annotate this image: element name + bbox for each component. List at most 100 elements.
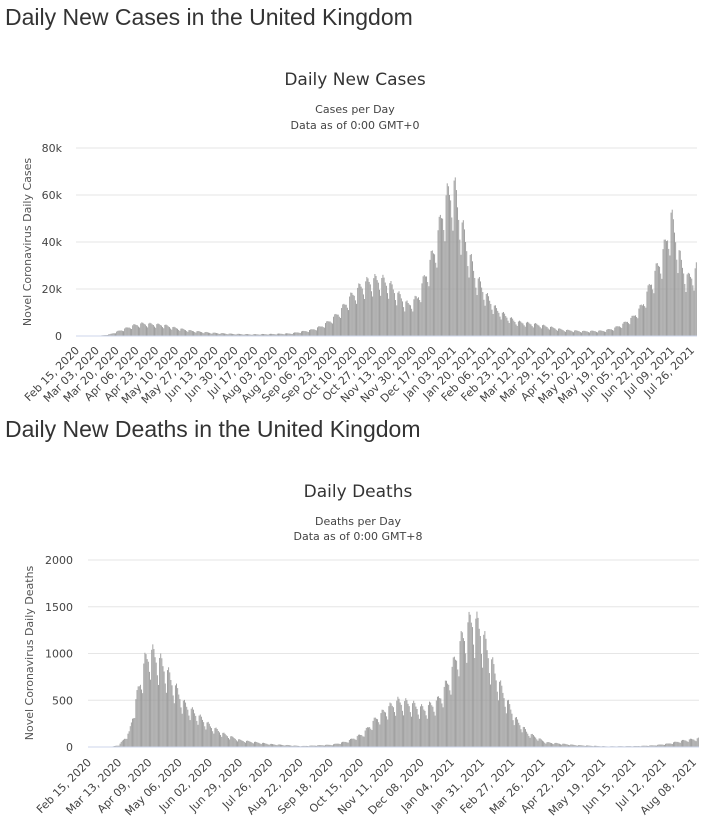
- bar: [397, 292, 399, 336]
- bar: [293, 745, 295, 747]
- bar: [258, 742, 260, 747]
- bar: [164, 324, 166, 336]
- bar: [574, 330, 576, 336]
- bar: [125, 738, 127, 747]
- bar: [346, 307, 348, 336]
- bar: [383, 711, 385, 747]
- bar: [144, 652, 146, 747]
- bar: [247, 334, 248, 336]
- bar: [343, 303, 345, 336]
- bar: [428, 286, 430, 336]
- bar: [461, 222, 463, 336]
- bar: [331, 745, 333, 747]
- bar: [171, 329, 173, 336]
- bar: [396, 305, 398, 336]
- bar: [212, 332, 214, 336]
- bar: [432, 706, 434, 747]
- bar: [430, 251, 432, 336]
- bar: [386, 716, 388, 747]
- bar: [422, 706, 424, 747]
- daily-new-cases-chart: Daily New Cases Cases per Day Data as of…: [21, 70, 697, 406]
- bar: [672, 219, 674, 336]
- bar: [582, 330, 584, 336]
- bar: [628, 323, 630, 336]
- bar: [236, 333, 238, 336]
- bar: [659, 266, 661, 336]
- bar: [613, 330, 615, 336]
- bar: [395, 300, 397, 336]
- bar: [515, 324, 517, 336]
- bar: [585, 331, 587, 336]
- bar: [232, 736, 234, 747]
- bar: [148, 323, 150, 336]
- bar: [128, 327, 130, 336]
- bar: [137, 326, 139, 336]
- bar: [534, 323, 535, 336]
- bar: [557, 743, 559, 747]
- bar: [113, 745, 115, 747]
- bar: [488, 296, 490, 336]
- bar: [314, 329, 316, 336]
- bar: [167, 670, 168, 747]
- bar: [364, 299, 366, 336]
- chart-title: Daily New Cases: [284, 70, 426, 90]
- bar: [502, 692, 504, 747]
- bar: [187, 709, 189, 747]
- bar: [202, 719, 203, 747]
- bar: [545, 743, 547, 747]
- bar: [511, 317, 512, 336]
- bar: [120, 330, 122, 336]
- bar: [330, 745, 332, 747]
- bar: [276, 333, 278, 336]
- bar: [475, 287, 477, 336]
- bar: [551, 326, 553, 336]
- bar: [132, 325, 134, 336]
- bar: [177, 328, 178, 336]
- bar: [368, 727, 369, 747]
- bar: [339, 744, 341, 747]
- bar: [382, 709, 384, 747]
- bar: [503, 698, 505, 747]
- bar: [280, 744, 281, 747]
- bar: [552, 743, 554, 747]
- bar: [159, 657, 161, 747]
- bar: [542, 325, 543, 336]
- bar: [490, 304, 492, 336]
- bar: [275, 334, 277, 336]
- bar: [126, 327, 128, 336]
- bar: [127, 327, 129, 336]
- bar: [483, 299, 485, 336]
- bar: [218, 333, 220, 336]
- bar: [434, 254, 436, 336]
- bar: [172, 327, 174, 336]
- bar: [225, 735, 227, 747]
- bar: [286, 333, 287, 336]
- bar: [521, 732, 523, 747]
- bar: [384, 282, 386, 336]
- bar: [433, 711, 435, 747]
- bar: [206, 722, 208, 747]
- bar: [242, 741, 244, 747]
- bar: [221, 736, 223, 747]
- bar: [644, 306, 646, 336]
- bar: [292, 332, 294, 336]
- bar: [622, 323, 624, 336]
- bar: [492, 314, 494, 336]
- bar: [408, 304, 410, 336]
- bar: [527, 733, 529, 747]
- bar: [689, 738, 691, 747]
- bar: [651, 745, 653, 747]
- bar: [230, 736, 232, 747]
- bar: [183, 329, 185, 336]
- bar: [418, 297, 419, 336]
- bar: [179, 330, 181, 336]
- bar: [421, 283, 423, 336]
- bar: [131, 329, 133, 336]
- bar: [221, 333, 223, 336]
- bar: [334, 314, 336, 336]
- bar: [427, 705, 429, 747]
- bar: [522, 726, 524, 747]
- bar: [594, 331, 596, 336]
- bar: [361, 288, 363, 336]
- bar: [429, 259, 431, 336]
